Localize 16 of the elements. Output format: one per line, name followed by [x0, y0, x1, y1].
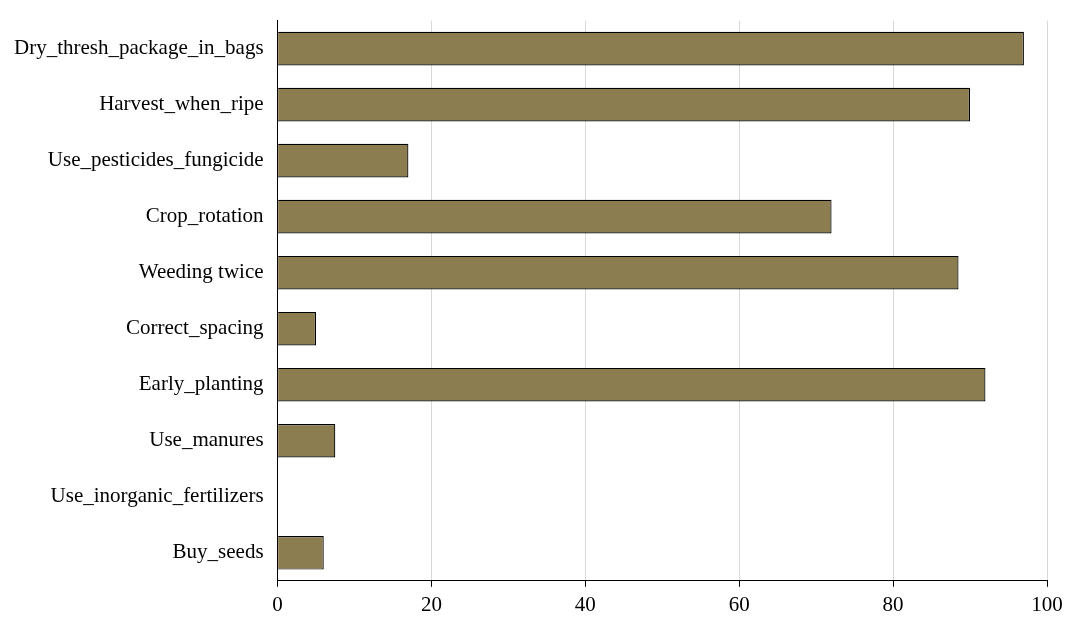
y-tick-label: Harvest_when_ripe: [99, 91, 264, 116]
x-tick-label: 100: [1031, 591, 1063, 616]
y-tick-label: Early_planting: [138, 371, 265, 396]
y-tick-label: Crop_rotation: [145, 203, 265, 228]
y-tick-label: Correct_spacing: [125, 315, 265, 340]
y-tick-label: Weeding twice: [138, 259, 264, 284]
y-tick-label: Dry_thresh_package_in_bags: [14, 35, 264, 60]
y-tick-label: Use_manures: [149, 427, 264, 452]
x-tick-label: 40: [574, 591, 596, 616]
y-tick-label: Use_pesticides_fungicide: [47, 147, 264, 172]
x-tick-label: 80: [882, 591, 904, 616]
x-tick-label: 20: [420, 591, 442, 616]
x-tick-label: 60: [728, 591, 750, 616]
x-tick-label: 0: [272, 591, 283, 616]
y-tick-label: Buy_seeds: [172, 539, 264, 564]
y-tick-label: Use_inorganic_fertilizers: [50, 483, 264, 508]
